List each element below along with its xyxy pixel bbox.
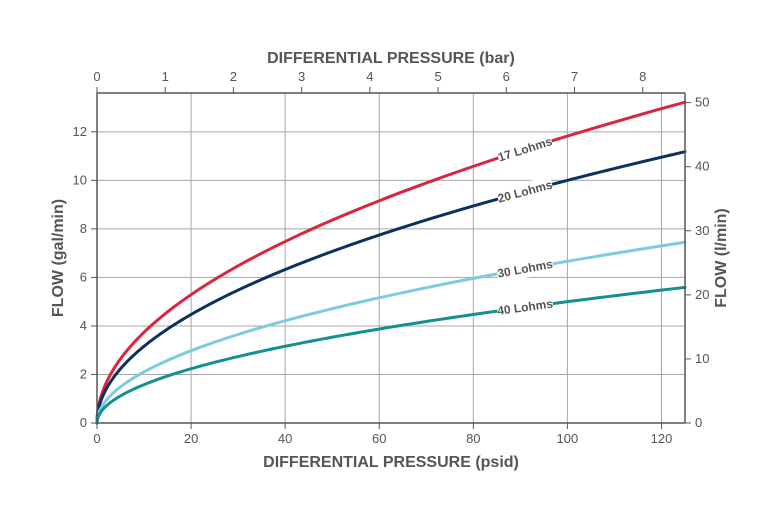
y-tick-label: 10 bbox=[73, 172, 87, 187]
x-axis-title: DIFFERENTIAL PRESSURE (psid) bbox=[263, 454, 519, 471]
x2-tick-label: 6 bbox=[503, 69, 510, 84]
y-tick-label: 8 bbox=[80, 221, 87, 236]
x-tick-label: 120 bbox=[651, 431, 673, 446]
x2-tick-label: 8 bbox=[639, 69, 646, 84]
x-tick-label: 40 bbox=[278, 431, 292, 446]
series-label-text: 20 Lohms bbox=[496, 177, 554, 205]
grid bbox=[97, 93, 685, 423]
series-line-20-lohms bbox=[95, 150, 687, 425]
x2-tick-label: 3 bbox=[298, 69, 305, 84]
y2-tick-label: 10 bbox=[695, 351, 709, 366]
series-line-30-lohms bbox=[95, 240, 687, 425]
x-tick-label: 0 bbox=[93, 431, 100, 446]
x-tick-label: 20 bbox=[184, 431, 198, 446]
x2-tick-label: 5 bbox=[434, 69, 441, 84]
y2-tick-label: 40 bbox=[695, 159, 709, 174]
series-label-30-lohms: 30 Lohms bbox=[495, 254, 555, 283]
x2-tick-label: 0 bbox=[93, 69, 100, 84]
series-label-bg bbox=[495, 175, 555, 208]
series-label-17-lohms: 17 Lohms bbox=[495, 132, 555, 167]
series-label-40-lohms: 40 Lohms bbox=[496, 294, 555, 320]
series-label-bg bbox=[495, 132, 555, 167]
series-label-bg bbox=[496, 294, 555, 320]
series-line-40-lohms bbox=[95, 285, 687, 425]
x2-axis-title: DIFFERENTIAL PRESSURE (bar) bbox=[267, 50, 515, 67]
x2-tick-label: 1 bbox=[162, 69, 169, 84]
x-tick-label: 100 bbox=[557, 431, 579, 446]
y2-tick-label: 30 bbox=[695, 223, 709, 238]
curve-labels: 17 Lohms 20 Lohms 30 Lohms 40 Lohms bbox=[495, 132, 555, 320]
x-tick-label: 60 bbox=[372, 431, 386, 446]
y-axis-title: FLOW (gal/min) bbox=[50, 199, 67, 317]
y2-tick-label: 50 bbox=[695, 95, 709, 110]
y2-tick-label: 20 bbox=[695, 287, 709, 302]
x2-tick-label: 7 bbox=[571, 69, 578, 84]
y-tick-label: 0 bbox=[80, 415, 87, 430]
axes bbox=[91, 87, 691, 429]
x-tick-label: 80 bbox=[466, 431, 480, 446]
x2-tick-label: 4 bbox=[366, 69, 373, 84]
series-label-text: 17 Lohms bbox=[496, 134, 554, 164]
y-tick-label: 6 bbox=[80, 269, 87, 284]
y2-tick-label: 0 bbox=[695, 415, 702, 430]
y-tick-label: 12 bbox=[73, 124, 87, 139]
series-label-bg bbox=[495, 254, 555, 283]
y-tick-label: 2 bbox=[80, 366, 87, 381]
y2-axis-title: FLOW (l/min) bbox=[713, 208, 730, 308]
y-tick-label: 4 bbox=[80, 318, 87, 333]
x2-tick-label: 2 bbox=[230, 69, 237, 84]
